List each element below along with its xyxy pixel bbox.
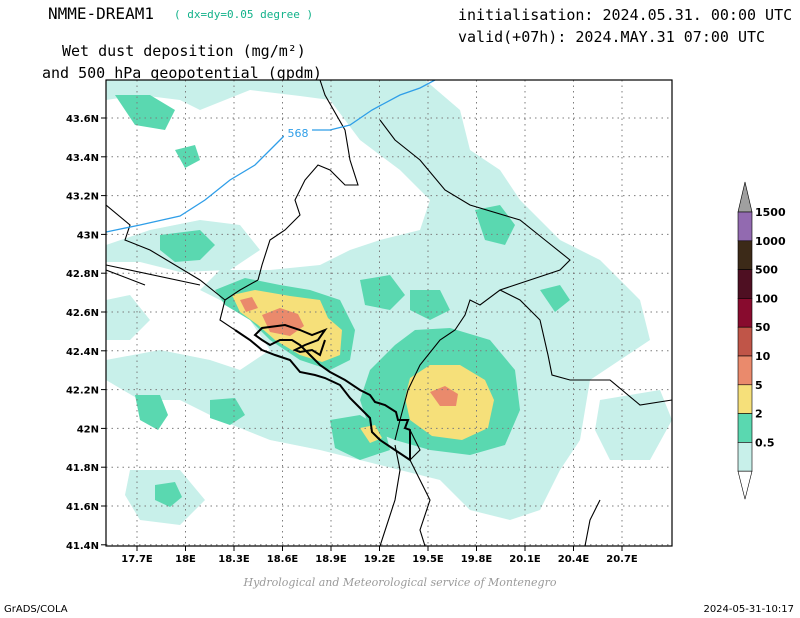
legend-label: 5	[755, 379, 763, 392]
lat-label: 42.4N	[66, 347, 99, 358]
initialisation-time: initialisation: 2024.05.31. 00:00 UTC	[458, 6, 793, 24]
legend-label: 500	[755, 264, 778, 277]
coastline	[234, 323, 411, 462]
lon-label: 18.9E	[315, 554, 347, 565]
legend-swatch	[737, 442, 753, 472]
lat-label: 41.6N	[66, 502, 99, 513]
lon-label: 17.7E	[121, 554, 153, 565]
software-label: GrADS/COLA	[4, 604, 68, 615]
lon-label: 18.6E	[267, 554, 299, 565]
lon-label: 19.5E	[412, 554, 444, 565]
contour-label: 568	[288, 127, 309, 140]
variable-title-line1: Wet dust deposition (mg/m²)	[62, 42, 306, 60]
legend-swatch	[737, 240, 753, 270]
variable-title-line2: and 500 hPa geopotential (gpdm)	[42, 64, 322, 82]
legend-label: 1500	[755, 206, 786, 219]
lon-label: 19.2E	[364, 554, 396, 565]
contour-label-bg	[284, 126, 312, 140]
lon-label: 20.1E	[509, 554, 541, 565]
resolution-note: ( dx=dy=0.05 degree )	[174, 8, 314, 21]
lat-label: 42.8N	[66, 269, 99, 280]
legend-swatch	[737, 269, 753, 299]
lat-label: 43.6N	[66, 114, 99, 125]
legend-label: 10	[755, 350, 771, 363]
lat-label: 42.2N	[66, 386, 99, 397]
valid-time: valid(+07h): 2024.MAY.31 07:00 UTC	[458, 28, 766, 46]
map-axes: 17.7E 18E 18.3E 18.6E 18.9E 19.2E 19.5E 19.8E 20…	[66, 114, 638, 565]
legend-swatch	[737, 211, 753, 242]
lat-label: 43.4N	[66, 153, 99, 164]
render-timestamp: 2024-05-31-10:17	[703, 604, 794, 615]
credit-line: Hydrological and Meteorological service …	[243, 576, 557, 589]
lat-lon-grid	[106, 80, 672, 546]
legend-label: 2	[755, 408, 763, 421]
model-name: NMME-DREAM1	[48, 4, 154, 23]
lat-label: 41.4N	[66, 541, 99, 552]
legend-underflow-triangle	[737, 470, 753, 500]
country-borders	[106, 80, 672, 546]
lon-label: 20.4E	[558, 554, 590, 565]
legend-swatch	[737, 413, 753, 443]
legend-swatch	[737, 326, 753, 357]
map-frame	[105, 79, 673, 547]
legend-swatch	[737, 355, 753, 386]
legend-label: 100	[755, 292, 778, 305]
lat-label: 43N	[77, 230, 99, 241]
lon-label: 18E	[175, 554, 196, 565]
lat-label: 41.8N	[66, 463, 99, 474]
legend-swatch	[737, 384, 753, 414]
legend-label: 1000	[755, 235, 786, 248]
lon-label: 18.3E	[218, 554, 250, 565]
lat-label: 42N	[77, 424, 99, 435]
lon-label: 20.7E	[606, 554, 638, 565]
legend-swatch	[737, 298, 753, 328]
legend-label: 50	[755, 321, 771, 334]
lon-label: 19.8E	[461, 554, 493, 565]
lat-label: 43.2N	[66, 192, 99, 203]
lat-label: 42.6N	[66, 308, 99, 319]
legend-label: 0.5	[755, 436, 775, 449]
map-content: 568	[106, 80, 672, 546]
legend-overflow-triangle	[737, 181, 753, 213]
